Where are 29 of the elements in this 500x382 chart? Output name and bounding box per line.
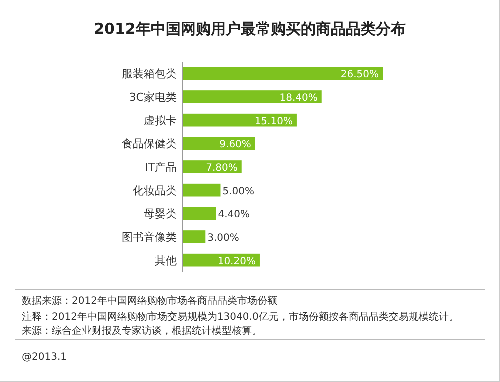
data-label: 3.00% [208,233,240,244]
y-tick-label: 虚拟卡 [144,114,177,128]
y-tick-label: 母婴类 [144,208,177,221]
bar [183,67,383,80]
y-tick-label: 图书音像类 [122,231,177,244]
bar [183,230,206,244]
data-label: 4.40% [218,210,250,221]
y-tick-label: 化妆品类 [133,184,177,198]
y-tick-label: 3C家电类 [129,91,177,104]
chart-title: 2012年中国网购用户最常购买的商品品类分布 [94,20,406,38]
data-label: 15.10% [254,116,293,128]
source-note: 来源：综合企业财报及专家访谈，根据统计模型核算。 [22,325,262,337]
data-label: 5.00% [222,186,255,198]
y-tick-label: 服装箱包类 [122,68,177,81]
bar [183,184,221,197]
data-label: 26.50% [340,70,379,81]
y-tick-label: 食品保健类 [122,138,177,151]
source-note: 数据来源：2012年中国网络购物市场各商品品类市场份额 [22,295,278,307]
data-label: 10.20% [218,256,256,268]
bar [183,90,322,104]
text: 注释：2012年中国网络购物市场交易规模为13040.0亿元，市场份额按各商品品类交易规模统计。 [22,311,459,323]
text: @2013.1 [22,352,67,363]
data-label: 7.80% [206,163,238,174]
y-tick-label: 其他 [155,254,177,268]
data-label: 9.60% [220,140,252,151]
data-label: 18.40% [280,93,318,104]
bar [183,207,216,220]
y-tick-label: IT产品 [145,161,177,174]
bar [183,114,297,127]
